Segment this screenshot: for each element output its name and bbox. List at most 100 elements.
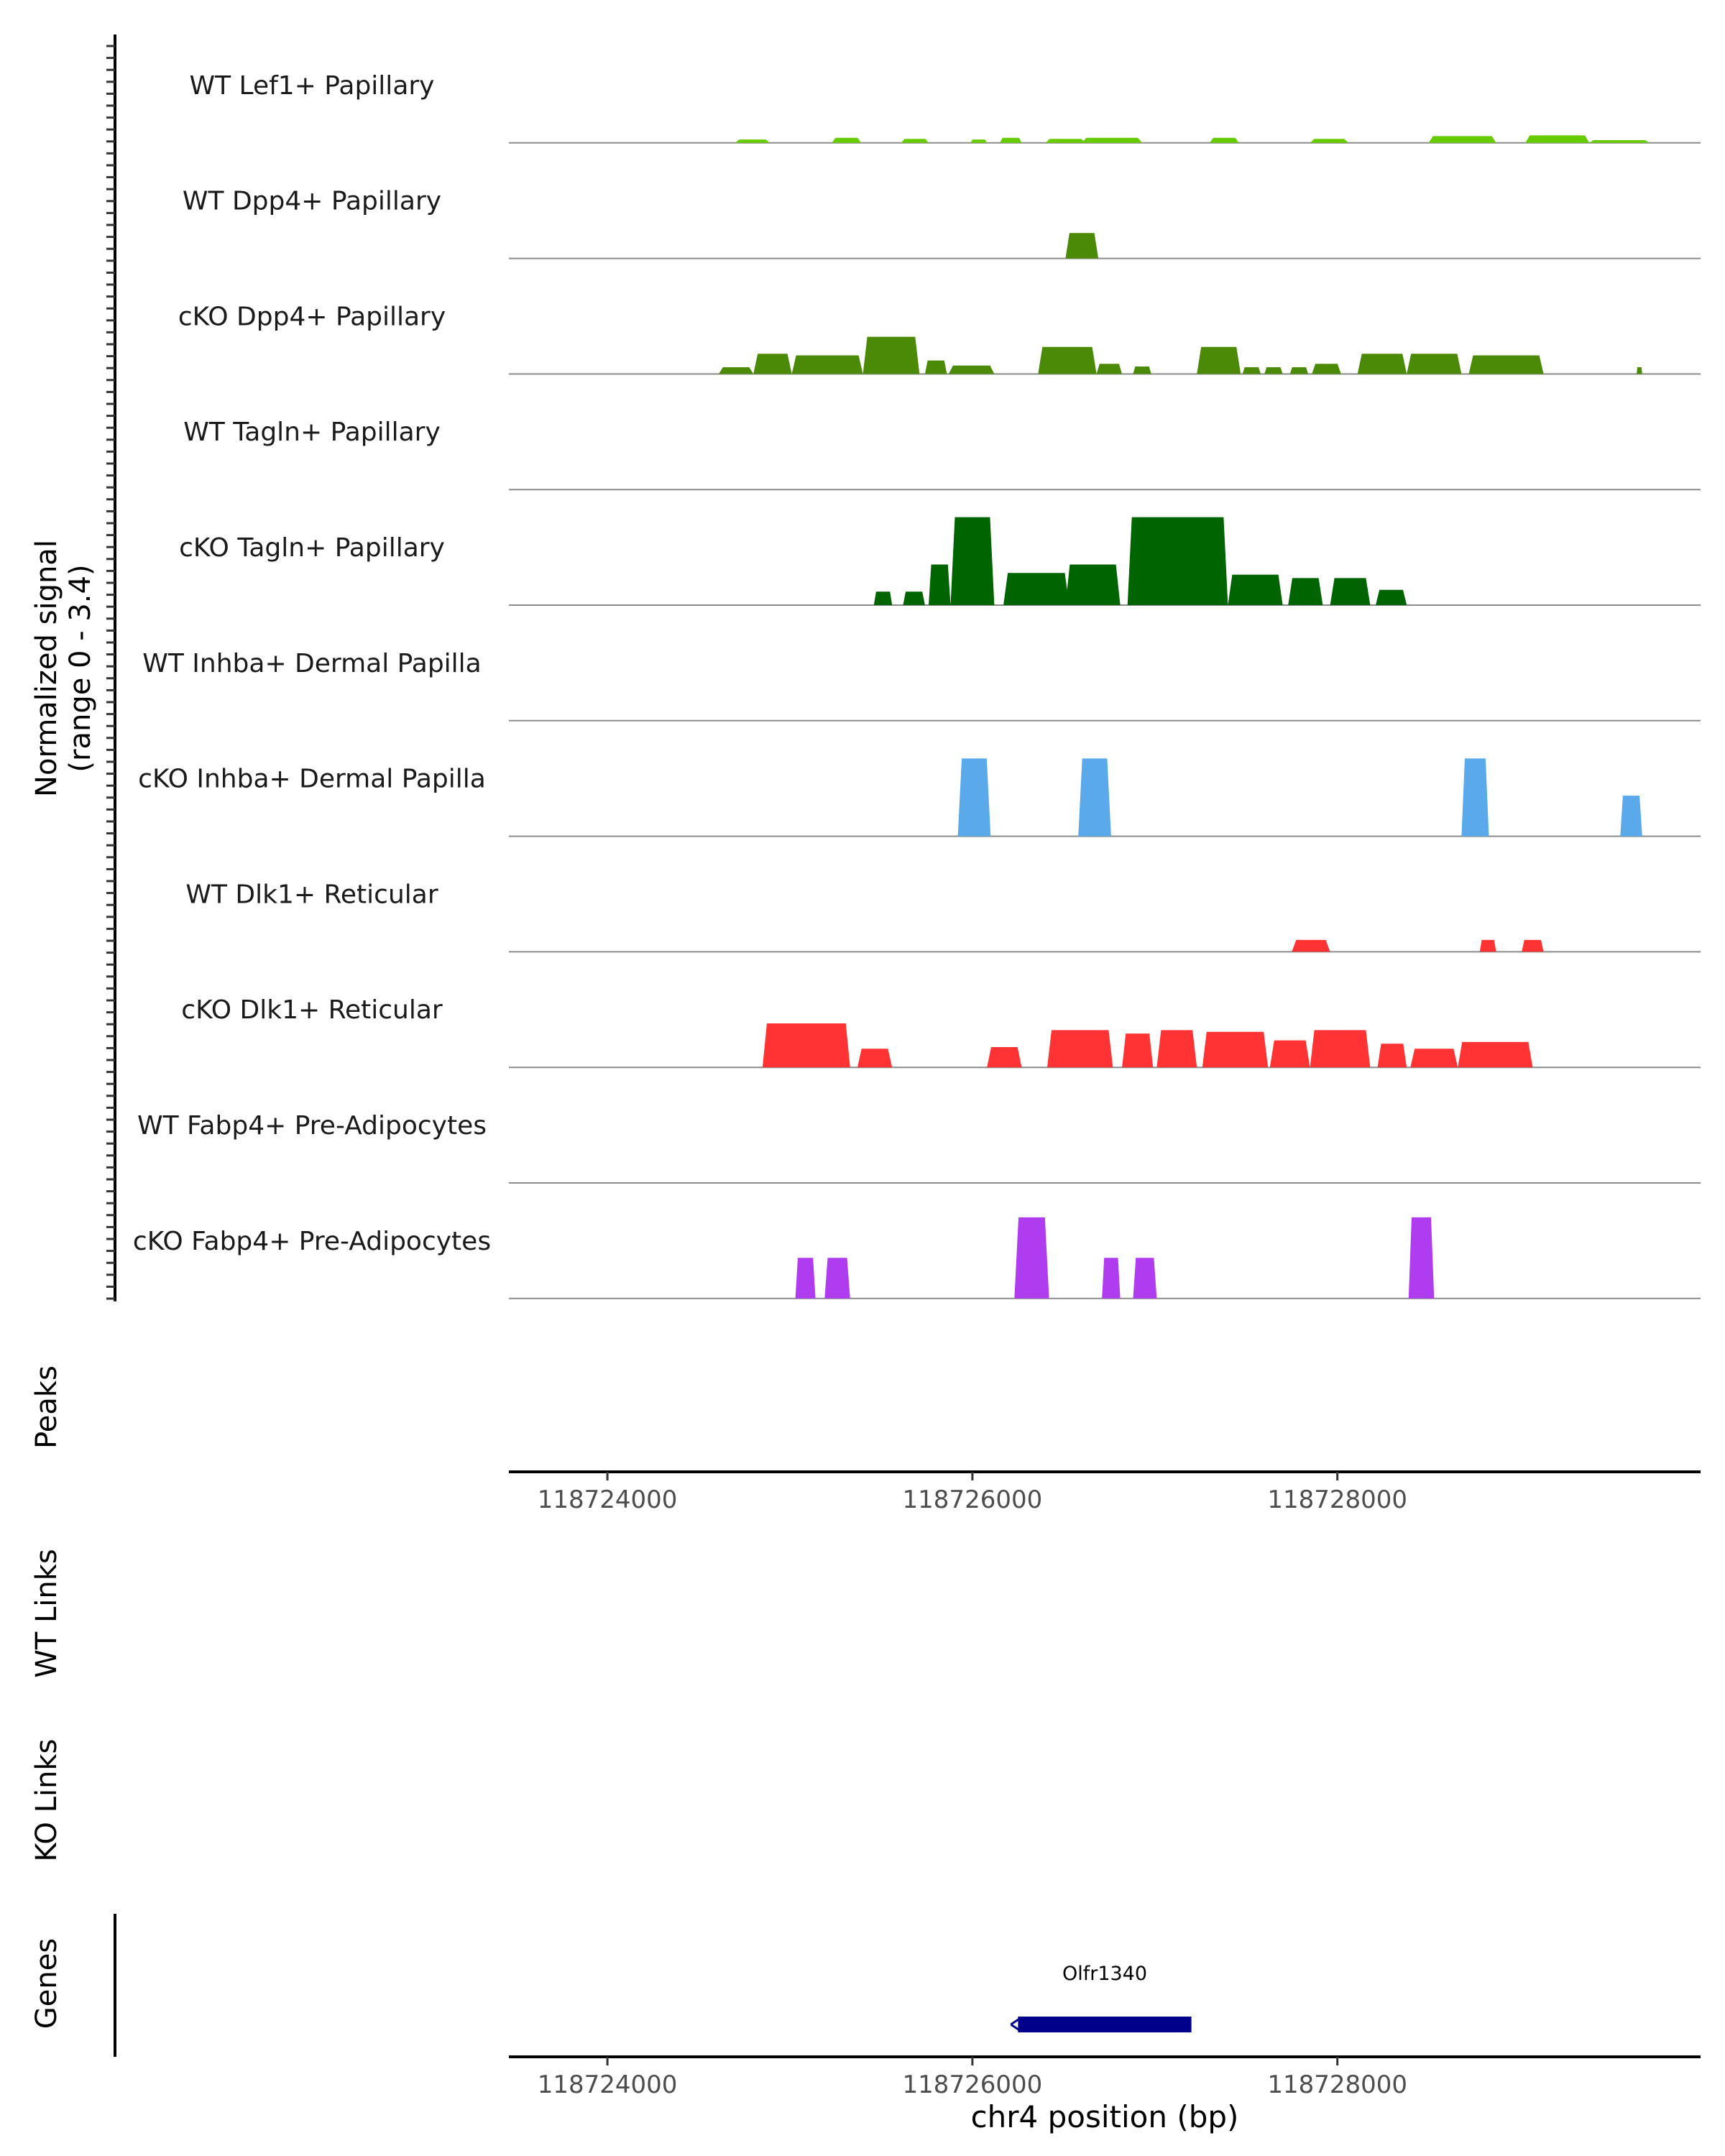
x-tick-label: 118726000	[903, 1485, 1043, 1514]
signal-peak	[957, 758, 991, 837]
strand-arrow-icon	[1010, 2017, 1021, 2032]
peaks-track-label: Peaks	[30, 1365, 63, 1449]
track-label: WT Tagln+ Papillary	[183, 418, 441, 447]
gene: Olfr1340	[1010, 1963, 1192, 2032]
x-axis-top: 118724000 118726000 118728000	[509, 1470, 1701, 1514]
signal-peak	[1410, 1049, 1458, 1068]
signal-peak	[1122, 1033, 1154, 1068]
x-tick-label: 118724000	[538, 1485, 678, 1514]
signal-axis-range: (range 0 - 3.4)	[64, 564, 97, 772]
signal-peak	[1082, 137, 1143, 143]
signal-peak	[857, 1049, 893, 1068]
signal-peak	[1458, 1041, 1533, 1068]
signal-peak	[1228, 574, 1283, 605]
signal-peak	[1310, 1030, 1371, 1068]
signal-peak	[1014, 1217, 1049, 1299]
signal-peak	[873, 591, 893, 605]
track-label: cKO Dpp4+ Papillary	[178, 302, 446, 331]
signal-peak	[1620, 796, 1642, 837]
signal-peak	[1377, 1044, 1407, 1068]
signal-peak	[1468, 355, 1544, 374]
signal-peak	[1407, 354, 1462, 374]
signal-peak	[1310, 139, 1348, 143]
signal-peak	[924, 360, 947, 374]
signal-peak	[1096, 364, 1123, 374]
signal-peak	[1003, 573, 1070, 605]
signal-peak	[1264, 367, 1283, 374]
x-axis-bottom: 118724000 118726000 118728000	[509, 2055, 1701, 2099]
signal-peak	[948, 365, 995, 374]
signal-peak	[970, 139, 988, 143]
signal-peak	[987, 1047, 1022, 1068]
signal-tracks: WT Lef1+ Papillary WT Dpp4+ Papillary cKO …	[133, 71, 1701, 1299]
signal-peak	[735, 139, 770, 143]
signal-peak	[1522, 939, 1544, 952]
signal-peak	[1133, 367, 1151, 374]
signal-peak	[1428, 136, 1496, 143]
track-label: cKO Dlk1+ Reticular	[181, 995, 443, 1025]
track: WT Dlk1+ Reticular	[185, 880, 1701, 953]
track: WT Dpp4+ Papillary	[183, 187, 1701, 259]
signal-peak	[1242, 367, 1261, 374]
track: cKO Inhba+ Dermal Papilla	[138, 758, 1701, 837]
track-label: cKO Fabp4+ Pre-Adipocytes	[133, 1227, 491, 1256]
signal-peak	[1078, 758, 1111, 837]
signal-peak	[1102, 1258, 1121, 1299]
signal-peak	[1156, 1030, 1197, 1068]
signal-peak	[791, 355, 863, 374]
signal-peak	[1127, 517, 1228, 605]
signal-peak	[1197, 346, 1241, 374]
signal-peak	[1269, 1040, 1310, 1068]
signal-peak	[1210, 137, 1239, 143]
signal-peak	[719, 367, 754, 374]
signal-peak	[903, 591, 925, 605]
track: WT Fabp4+ Pre-Adipocytes	[137, 1111, 1701, 1184]
signal-peak	[1408, 1217, 1435, 1299]
gene-annotations: Olfr1340	[1010, 1963, 1192, 2032]
track: WT Lef1+ Papillary	[190, 71, 1701, 144]
track-label: WT Lef1+ Papillary	[190, 71, 435, 101]
signal-peak	[862, 336, 920, 374]
signal-peak	[1065, 233, 1099, 259]
signal-peak	[1292, 939, 1330, 952]
signal-peak	[1525, 135, 1590, 143]
track-label: WT Fabp4+ Pre-Adipocytes	[137, 1111, 487, 1141]
signal-peak	[901, 139, 929, 143]
x-tick-label: 118724000	[538, 2070, 678, 2099]
track-label: cKO Inhba+ Dermal Papilla	[138, 765, 486, 794]
signal-peak	[929, 564, 951, 605]
signal-peak	[1288, 578, 1323, 605]
track-label: WT Inhba+ Dermal Papilla	[142, 649, 481, 678]
signal-peak	[1589, 140, 1650, 143]
signal-peak	[753, 354, 792, 374]
gene-body	[1018, 2017, 1192, 2032]
signal-peak	[1461, 758, 1489, 837]
x-tick-label: 118726000	[903, 2070, 1043, 2099]
signal-peak	[1289, 367, 1309, 374]
signal-axis-title: Normalized signal	[30, 540, 63, 797]
signal-y-axis	[106, 34, 116, 1302]
x-tick-label: 118728000	[1267, 1485, 1407, 1514]
track-label: WT Dlk1+ Reticular	[185, 880, 438, 909]
signal-peak	[1357, 354, 1407, 374]
signal-peak	[1065, 564, 1121, 605]
track: cKO Dlk1+ Reticular	[181, 995, 1701, 1069]
track-label: cKO Tagln+ Papillary	[179, 533, 445, 563]
x-axis-title: chr4 position (bp)	[971, 2099, 1239, 2134]
signal-peak	[1637, 367, 1642, 374]
signal-peak	[950, 517, 995, 605]
signal-peak	[1045, 139, 1086, 143]
signal-peak	[762, 1023, 850, 1068]
signal-peak	[1376, 589, 1407, 605]
signal-peak	[1479, 939, 1496, 952]
signal-peak	[824, 1258, 850, 1299]
signal-peak	[1202, 1031, 1269, 1068]
track-label: WT Dpp4+ Papillary	[183, 187, 441, 216]
signal-peak	[1038, 346, 1097, 374]
signal-peak	[1047, 1030, 1113, 1068]
wt-links-label: WT Links	[30, 1549, 63, 1677]
track: cKO Fabp4+ Pre-Adipocytes	[133, 1217, 1701, 1299]
signal-peak	[795, 1258, 816, 1299]
gene-label: Olfr1340	[1062, 1963, 1147, 1985]
